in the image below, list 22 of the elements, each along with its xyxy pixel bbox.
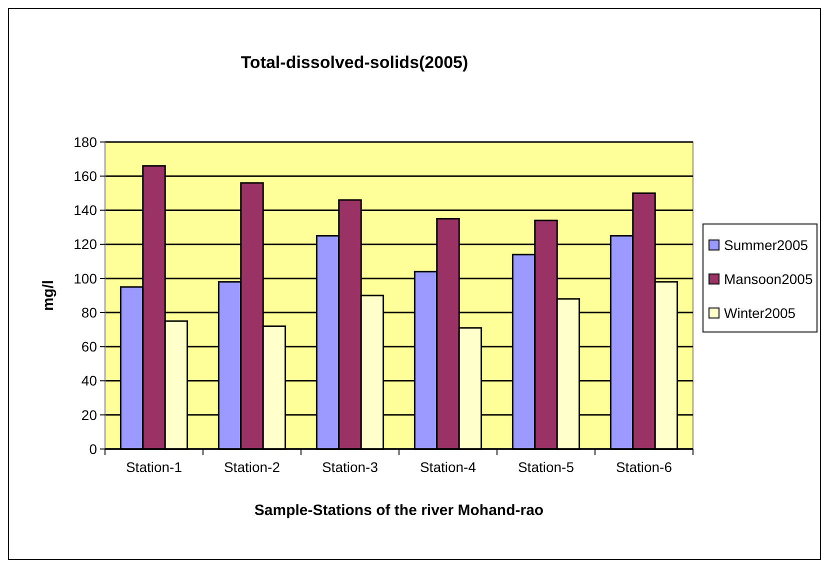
x-axis-title: Sample-Stations of the river Mohand-rao [254,502,544,519]
y-tick-label: 140 [74,202,98,218]
y-tick-label: 160 [74,168,98,184]
y-tick-label: 180 [74,134,98,150]
y-tick-label: 60 [81,338,98,355]
x-tick-label: Station-4 [420,459,476,475]
y-tick-label: 120 [74,236,98,252]
y-tick-label: 100 [74,270,98,286]
x-tick-label: Station-6 [616,459,672,475]
legend-label: Mansoon2005 [724,270,813,287]
x-tick-label: Station-5 [518,459,574,475]
y-axis-title: mg/l [40,280,57,311]
y-tick-label: 40 [81,372,98,389]
y-tick-label: 0 [89,440,98,457]
y-tick-label: 80 [81,304,98,320]
x-tick-label: Station-1 [126,459,182,475]
legend-label: Winter2005 [724,304,796,321]
x-tick-label: Station-3 [322,459,378,475]
y-tick-label: 20 [81,406,98,423]
x-tick-label: Station-2 [224,459,280,475]
legend-label: Summer2005 [724,236,808,253]
chart-title: Total-dissolved-solids(2005) [240,53,468,72]
